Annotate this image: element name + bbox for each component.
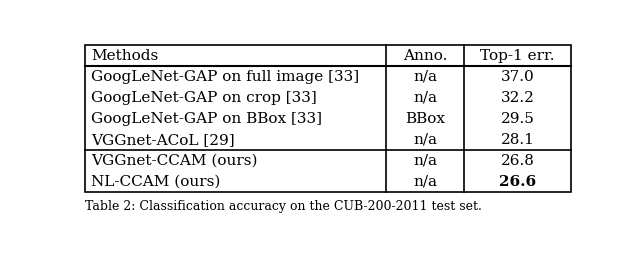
Text: GoogLeNet-GAP on BBox [33]: GoogLeNet-GAP on BBox [33]: [91, 112, 322, 126]
Text: VGGnet-CCAM (ours): VGGnet-CCAM (ours): [91, 154, 257, 168]
Text: Top-1 err.: Top-1 err.: [481, 49, 555, 63]
Text: NL-CCAM (ours): NL-CCAM (ours): [91, 175, 220, 189]
Text: 29.5: 29.5: [500, 112, 534, 126]
Text: 26.6: 26.6: [499, 175, 536, 189]
Text: Anno.: Anno.: [403, 49, 447, 63]
Text: 32.2: 32.2: [500, 91, 534, 105]
Text: 28.1: 28.1: [500, 133, 534, 147]
Text: n/a: n/a: [413, 133, 437, 147]
Text: BBox: BBox: [405, 112, 445, 126]
Text: Methods: Methods: [91, 49, 158, 63]
Text: VGGnet-ACoL [29]: VGGnet-ACoL [29]: [91, 133, 234, 147]
Text: n/a: n/a: [413, 154, 437, 168]
Text: GoogLeNet-GAP on crop [33]: GoogLeNet-GAP on crop [33]: [91, 91, 317, 105]
Text: n/a: n/a: [413, 91, 437, 105]
Text: 37.0: 37.0: [500, 70, 534, 84]
Text: n/a: n/a: [413, 175, 437, 189]
Text: 26.8: 26.8: [500, 154, 534, 168]
Text: GoogLeNet-GAP on full image [33]: GoogLeNet-GAP on full image [33]: [91, 70, 359, 84]
Text: Table 2: Classification accuracy on the CUB-200-2011 test set.: Table 2: Classification accuracy on the …: [85, 200, 482, 213]
Text: n/a: n/a: [413, 70, 437, 84]
